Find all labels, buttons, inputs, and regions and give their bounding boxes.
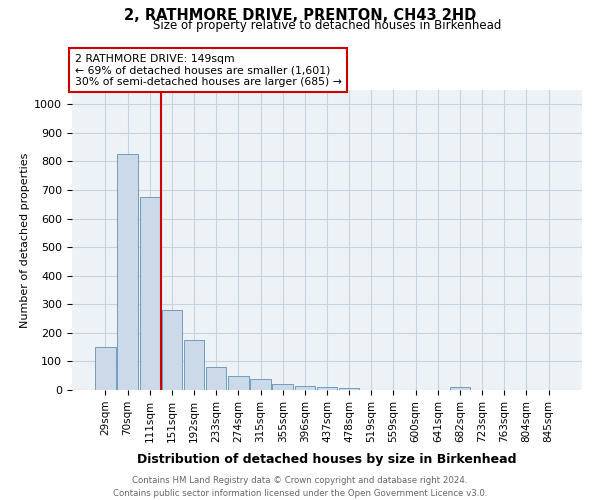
Bar bbox=[206, 367, 226, 390]
Text: 2 RATHMORE DRIVE: 149sqm
← 69% of detached houses are smaller (1,601)
30% of sem: 2 RATHMORE DRIVE: 149sqm ← 69% of detach… bbox=[74, 54, 341, 87]
Y-axis label: Number of detached properties: Number of detached properties bbox=[20, 152, 30, 328]
Bar bbox=[118, 154, 138, 390]
Bar bbox=[184, 340, 204, 390]
Bar bbox=[140, 197, 160, 390]
Bar bbox=[450, 387, 470, 390]
Bar bbox=[228, 376, 248, 390]
Bar bbox=[272, 384, 293, 390]
Title: Size of property relative to detached houses in Birkenhead: Size of property relative to detached ho… bbox=[153, 19, 501, 32]
X-axis label: Distribution of detached houses by size in Birkenhead: Distribution of detached houses by size … bbox=[137, 453, 517, 466]
Bar bbox=[295, 386, 315, 390]
Bar bbox=[250, 378, 271, 390]
Text: 2, RATHMORE DRIVE, PRENTON, CH43 2HD: 2, RATHMORE DRIVE, PRENTON, CH43 2HD bbox=[124, 8, 476, 22]
Bar bbox=[95, 347, 116, 390]
Bar bbox=[339, 388, 359, 390]
Bar bbox=[317, 387, 337, 390]
Bar bbox=[161, 310, 182, 390]
Text: Contains HM Land Registry data © Crown copyright and database right 2024.
Contai: Contains HM Land Registry data © Crown c… bbox=[113, 476, 487, 498]
